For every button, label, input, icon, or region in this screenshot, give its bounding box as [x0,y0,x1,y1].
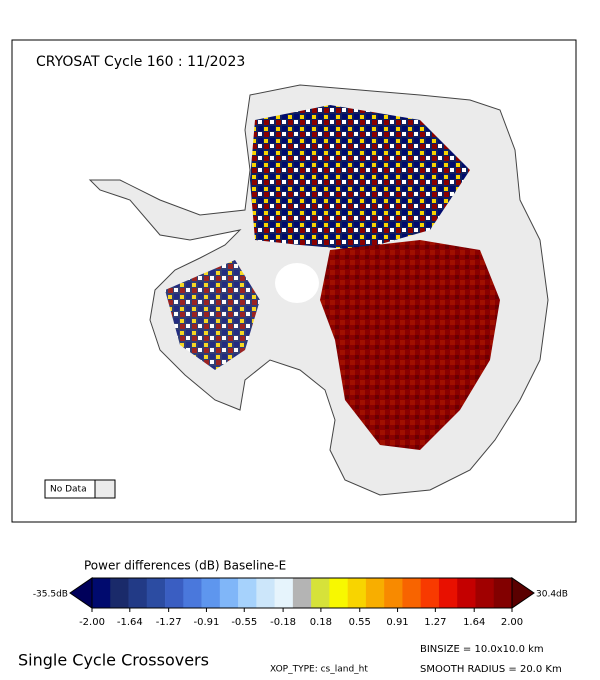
colorbar-segment [128,578,148,608]
map-title: CRYOSAT Cycle 160 : 11/2023 [36,54,245,70]
smooth-radius: SMOOTH RADIUS = 20.0 Km [420,664,562,675]
colorbar-tick-label: -2.00 [79,617,105,628]
colorbar-tick-label: -1.64 [117,617,143,628]
colorbar-segment [457,578,476,608]
colorbar-tick-label: 1.64 [463,617,485,628]
colorbar-tick-label: -0.55 [231,617,257,628]
colorbar-segment [201,578,221,608]
colorbar-segment [365,578,385,608]
colorbar-max-label: 30.4dB [536,590,568,600]
colorbar-tick-label: 1.27 [424,617,446,628]
colorbar-segment [420,578,440,608]
binsize: BINSIZE = 10.0x10.0 km [420,644,544,655]
colorbar-segment [347,578,367,608]
colorbar-title: Power differences (dB) Baseline-E [84,559,286,573]
xop-type: XOP_TYPE: cs_land_ht [270,665,368,675]
no-data-label: No Data [50,485,87,495]
colorbar-segment [183,578,202,608]
no-data-swatch [94,479,116,499]
colorbar-segment [219,578,239,608]
colorbar-segment [146,578,166,608]
colorbar-segment [92,578,111,608]
colorbar-segment [493,578,513,608]
colorbar-segment [384,578,403,608]
colorbar-segment [238,578,257,608]
data-region [320,240,500,450]
colorbar-segment [274,578,294,608]
colorbar-tick-label: -1.27 [156,617,182,628]
colorbar-tick-label: -0.18 [270,617,296,628]
pole-hole [275,263,319,303]
colorbar-tick-label: 0.91 [386,617,408,628]
data-region [165,260,260,370]
colorbar-segment [165,578,184,608]
colorbar-segment [110,578,129,608]
colorbar-segment [292,578,312,608]
colorbar-tick-label: 0.18 [310,617,332,628]
colorbar-segment [311,578,330,608]
colorbar-segment [402,578,421,608]
colorbar-segment [256,578,275,608]
colorbar-tick-label: -0.91 [194,617,220,628]
colorbar-segment [329,578,348,608]
data-region [250,105,470,250]
colorbar-border [91,577,513,609]
colorbar-tick-label: 2.00 [501,617,523,628]
colorbar-segment [438,578,458,608]
colorbar-min-label: -35.5dB [33,590,68,600]
colorbar-segment [475,578,495,608]
caption: Single Cycle Crossovers [18,651,209,670]
colorbar-over [511,577,535,609]
colorbar-under [69,577,93,609]
colorbar-tick-label: 0.55 [349,617,371,628]
